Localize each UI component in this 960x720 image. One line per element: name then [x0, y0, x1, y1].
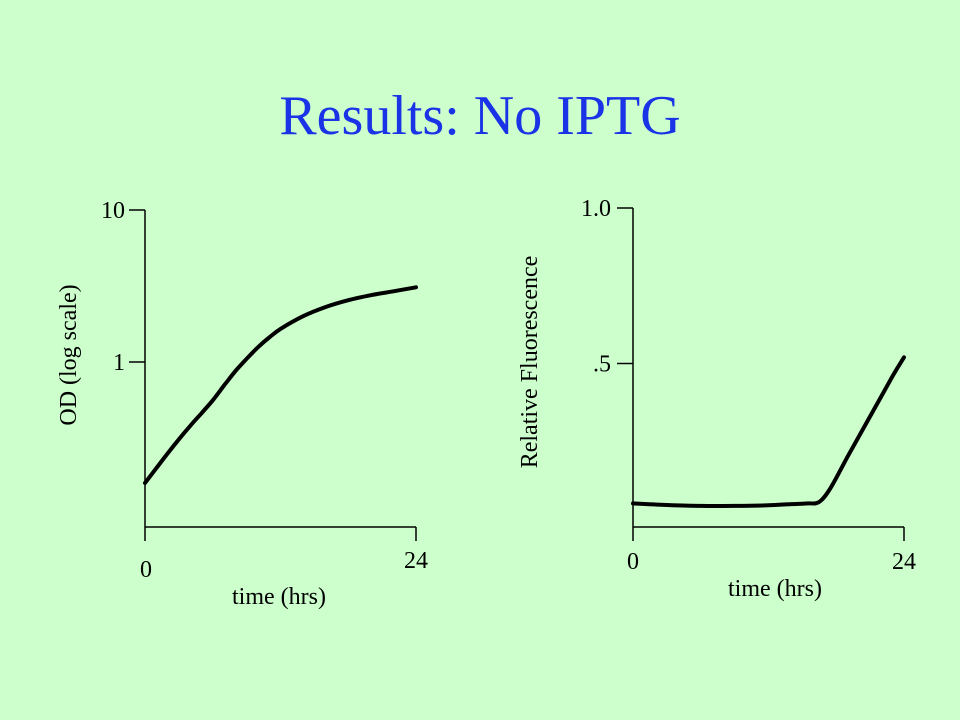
od-y-axis-label: OD (log scale): [56, 284, 82, 425]
fl-y-axis-label: Relative Fluorescence: [517, 256, 543, 469]
od-x-axis-label: time (hrs): [232, 584, 326, 610]
od-y-tick-label: 10: [101, 198, 125, 224]
fl-x-tick-label: 24: [892, 549, 916, 575]
od-series-line: [143, 285, 418, 485]
chart-fluorescence: .5 1.0 0 24 time (hrs) Relative Fluorescen…: [517, 196, 916, 602]
fl-x-tick-label: 0: [627, 549, 639, 575]
fl-y-tick-label: .5: [593, 352, 611, 378]
fl-y-tick-label: 1.0: [581, 196, 611, 222]
od-x-tick-label: 24: [404, 548, 428, 574]
od-x-tick-label: 0: [140, 557, 152, 583]
slide-title: Results: No IPTG: [279, 85, 681, 147]
chart-od: 1 10 0 24 time (hrs) OD (log scale): [56, 198, 428, 610]
od-y-tick-label: 1: [113, 350, 125, 376]
fl-series-line: [631, 355, 906, 509]
fl-x-axis-label: time (hrs): [728, 576, 822, 602]
